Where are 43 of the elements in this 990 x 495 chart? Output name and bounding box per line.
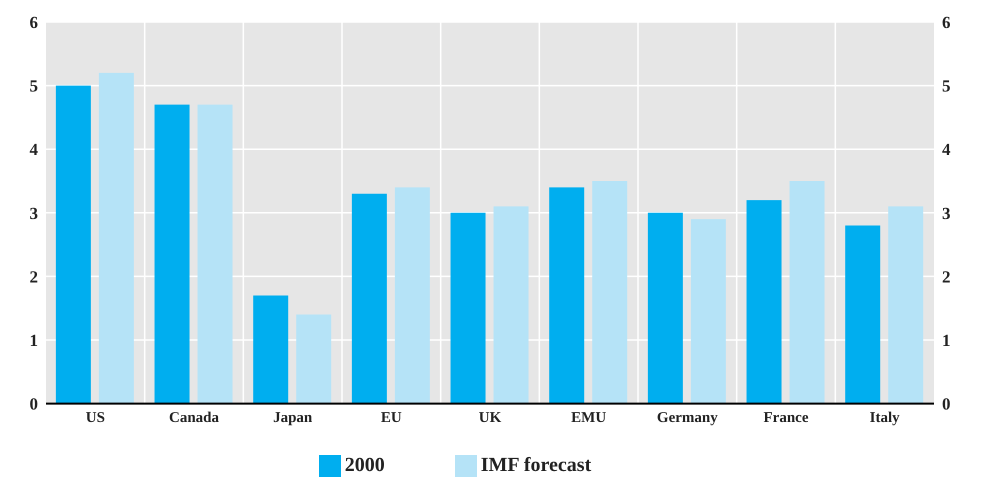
bar (296, 314, 332, 404)
y2-tick-label: 5 (942, 76, 950, 96)
y2-tick-label: 3 (942, 204, 950, 223)
bar (845, 226, 880, 404)
y-tick-label: 2 (30, 267, 38, 286)
bar (790, 180, 825, 404)
y2-tick-label: 1 (942, 331, 950, 350)
y-tick-label: 5 (30, 76, 38, 96)
x-tick-label: EU (380, 410, 402, 426)
y-tick-label: 6 (30, 13, 38, 32)
y2-tick-label: 0 (942, 394, 950, 414)
y2-tick-label: 2 (942, 267, 950, 286)
y-tick-label: 1 (30, 331, 38, 350)
x-tick-label: France (764, 410, 809, 426)
bar (648, 212, 683, 404)
legend-label: 2000 (344, 454, 385, 476)
bar (394, 187, 430, 404)
x-tick-label: Italy (870, 410, 900, 426)
bar (549, 187, 584, 404)
x-tick-label: UK (478, 410, 502, 426)
bar (154, 104, 190, 404)
y-tick-label: 4 (30, 140, 38, 160)
bar (888, 206, 924, 404)
bar (198, 104, 233, 404)
x-tick-label: EMU (571, 410, 606, 426)
y-tick-label: 0 (30, 394, 38, 414)
bar (592, 180, 628, 404)
x-tick-label: Canada (168, 410, 220, 426)
bar (494, 206, 529, 404)
y2-tick-label: 6 (942, 13, 950, 32)
x-tick-label: Germany (656, 410, 718, 426)
bar (56, 86, 91, 404)
legend-label: IMF forecast (480, 454, 592, 476)
bar (690, 219, 726, 404)
bar (746, 200, 782, 404)
y-tick-label: 3 (30, 204, 38, 223)
x-tick-label: Japan (273, 410, 313, 426)
x-tick-label: US (86, 410, 105, 426)
bar (450, 212, 486, 404)
bar (253, 295, 288, 404)
y2-tick-label: 4 (942, 140, 951, 160)
bar (352, 194, 387, 404)
bar (98, 72, 134, 404)
